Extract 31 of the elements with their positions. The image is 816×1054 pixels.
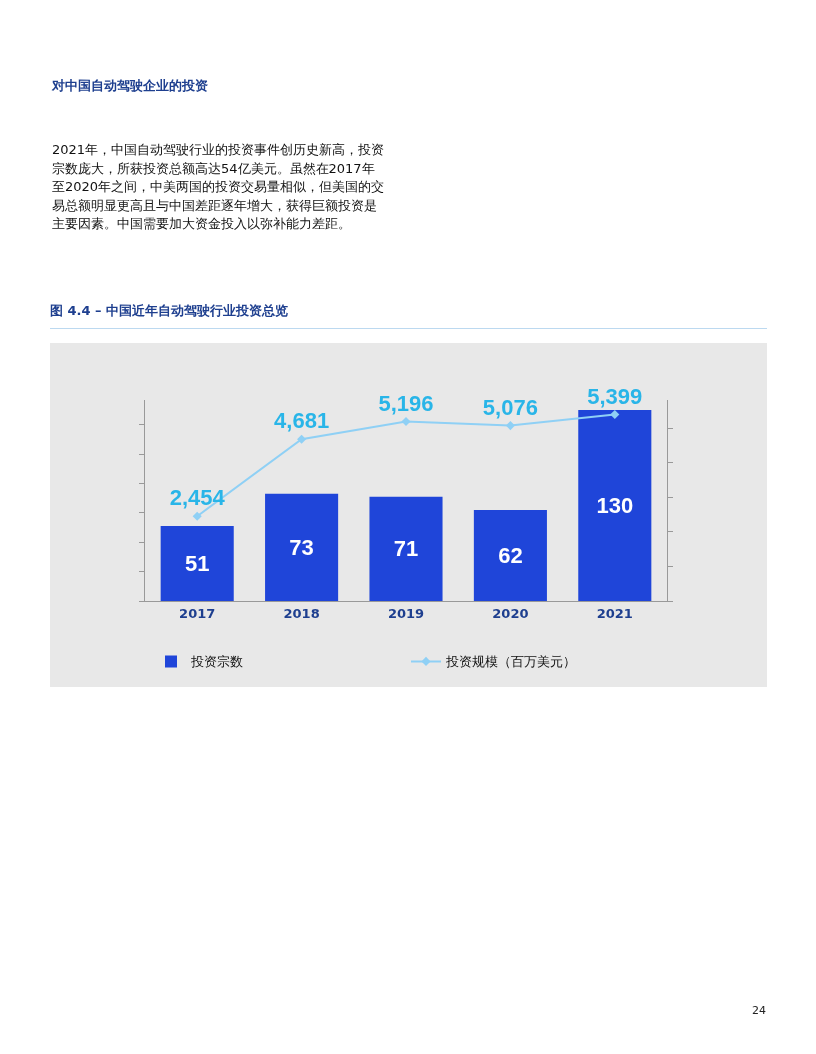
text: 对中国自动驾驶企业的投资 <box>52 77 208 95</box>
x-tick-label: 2019 <box>387 605 425 621</box>
data-label: 62 <box>498 542 523 568</box>
chart-title: 图 4.4 – 中国近年自动驾驶行业投资总览 <box>50 302 767 329</box>
bar <box>265 493 339 601</box>
bar <box>473 509 547 601</box>
point <box>192 511 202 521</box>
x-tick-label: 2021 <box>596 605 633 621</box>
data-label: 71 <box>393 536 419 562</box>
data-label: 4,681 <box>274 408 330 434</box>
text: 24 <box>752 1004 766 1017</box>
data-label: 5,076 <box>482 394 538 420</box>
point <box>297 434 307 444</box>
data-label: 5,399 <box>587 383 643 409</box>
data-label: 5,196 <box>378 390 434 416</box>
x-tick-label: 2020 <box>492 605 529 621</box>
legend-label: 投资宗数 <box>190 654 243 670</box>
text: 2021年，中国自动驾驶行业的投资事件创历史新高，投资宗数庞大，所获投资总额高达54亿美元。虽然在2017年至2020年之间，中美两国的投资交易量相似，但美国的交易总额明显更高且与中国差距逐年增大，获得巨额投资是主要因素。中国需要加大资金投入以弥补能力差距。 <box>52 141 386 233</box>
legend-label: 投资规模（百万美元） <box>445 654 576 670</box>
bar <box>578 410 652 601</box>
bar <box>369 496 443 601</box>
point <box>401 416 411 426</box>
point <box>505 421 515 431</box>
bar <box>160 526 234 601</box>
data-label: 2,454 <box>169 485 226 511</box>
data-label: 73 <box>289 534 314 560</box>
data-label: 51 <box>184 551 210 577</box>
data-label: 130 <box>596 493 634 519</box>
x-tick-label: 2018 <box>283 605 320 621</box>
point <box>610 409 620 419</box>
x-tick-label: 2017 <box>179 605 216 621</box>
